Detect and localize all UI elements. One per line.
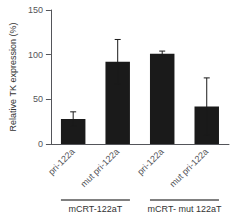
svg-text:150: 150 bbox=[28, 5, 43, 15]
svg-text:50: 50 bbox=[33, 94, 43, 104]
svg-text:pri-122a: pri-122a bbox=[46, 146, 76, 176]
svg-text:mCRT-122aT: mCRT-122aT bbox=[69, 204, 123, 214]
svg-text:mCRT- mut 122aT: mCRT- mut 122aT bbox=[148, 204, 222, 214]
svg-text:mut pri-122a: mut pri-122a bbox=[168, 146, 211, 189]
svg-text:mut pri-122a: mut pri-122a bbox=[78, 146, 121, 189]
svg-text:Relative TK expression (%): Relative TK expression (%) bbox=[8, 23, 18, 132]
svg-text:pri-122a: pri-122a bbox=[135, 146, 165, 176]
svg-text:0: 0 bbox=[38, 139, 43, 149]
svg-text:100: 100 bbox=[28, 50, 43, 60]
